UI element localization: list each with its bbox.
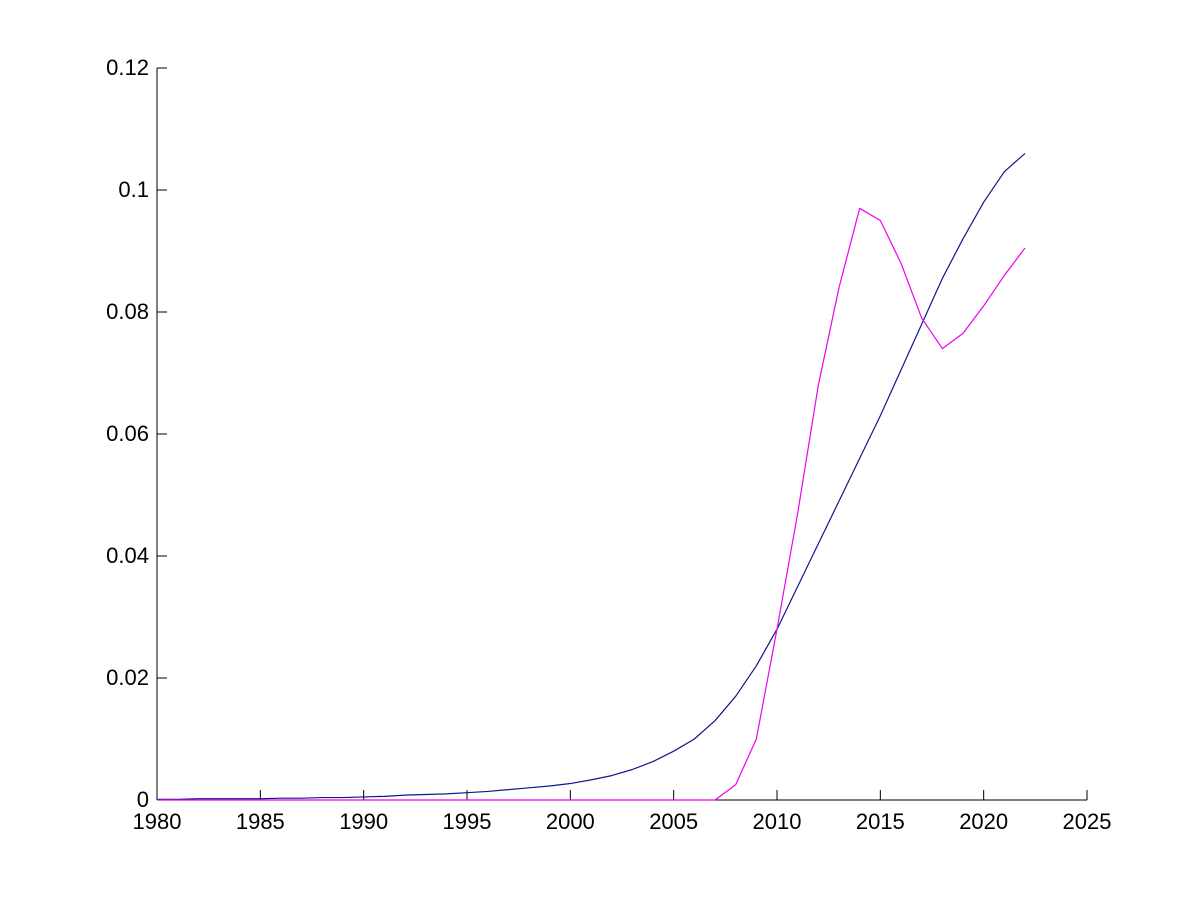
x-tick-label: 2010 — [753, 809, 802, 834]
x-tick-label: 2000 — [546, 809, 595, 834]
x-tick-label: 1980 — [133, 809, 182, 834]
y-tick-label: 0 — [137, 787, 149, 812]
x-tick-label: 2020 — [959, 809, 1008, 834]
y-tick-label: 0.02 — [106, 665, 149, 690]
x-tick-label: 2005 — [649, 809, 698, 834]
y-tick-label: 0.06 — [106, 421, 149, 446]
y-tick-label: 0.08 — [106, 299, 149, 324]
x-tick-label: 2015 — [856, 809, 905, 834]
x-tick-label: 1990 — [339, 809, 388, 834]
series-line-magenta-line — [157, 207, 1026, 801]
x-tick-label: 2025 — [1063, 809, 1112, 834]
x-tick-label: 1995 — [443, 809, 492, 834]
y-tick-label: 0.04 — [106, 543, 149, 568]
x-tick-label: 1985 — [236, 809, 285, 834]
y-tick-label: 0.12 — [106, 55, 149, 80]
series-line-dark-blue-smooth-curve — [157, 152, 1026, 800]
y-tick-label: 0.1 — [118, 177, 149, 202]
